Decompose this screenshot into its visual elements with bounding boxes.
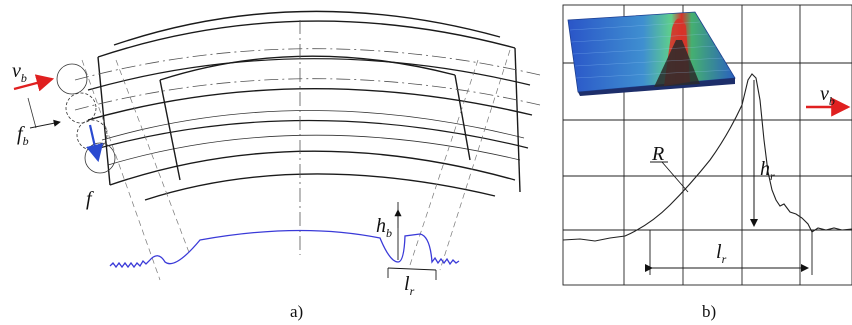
label-vb-a: vb [12, 60, 27, 85]
panel-b-chart [562, 4, 852, 286]
surface-profile-a [109, 229, 460, 269]
panel-a-diagram [13, 10, 541, 281]
label-f: f [86, 188, 94, 210]
roller-circle [76, 119, 108, 151]
label-hr: hr [760, 158, 775, 183]
profile-curve-b [562, 73, 852, 242]
roller-circle [65, 92, 97, 124]
f-arrow [85, 124, 104, 163]
label-lr-b: lr [716, 241, 727, 266]
vb-arrow-a [13, 74, 55, 92]
roller-circle [84, 142, 116, 174]
label-fb: fb [17, 123, 29, 148]
caption-a: a) [290, 302, 303, 321]
surface-3d-inset [567, 11, 736, 96]
label-vb-b: vb [820, 83, 835, 108]
label-hb: hb [376, 215, 392, 240]
label-lr-a: lr [404, 273, 415, 298]
caption-b: b) [702, 302, 716, 321]
label-R: R [651, 143, 664, 165]
roller-circle [56, 63, 88, 95]
